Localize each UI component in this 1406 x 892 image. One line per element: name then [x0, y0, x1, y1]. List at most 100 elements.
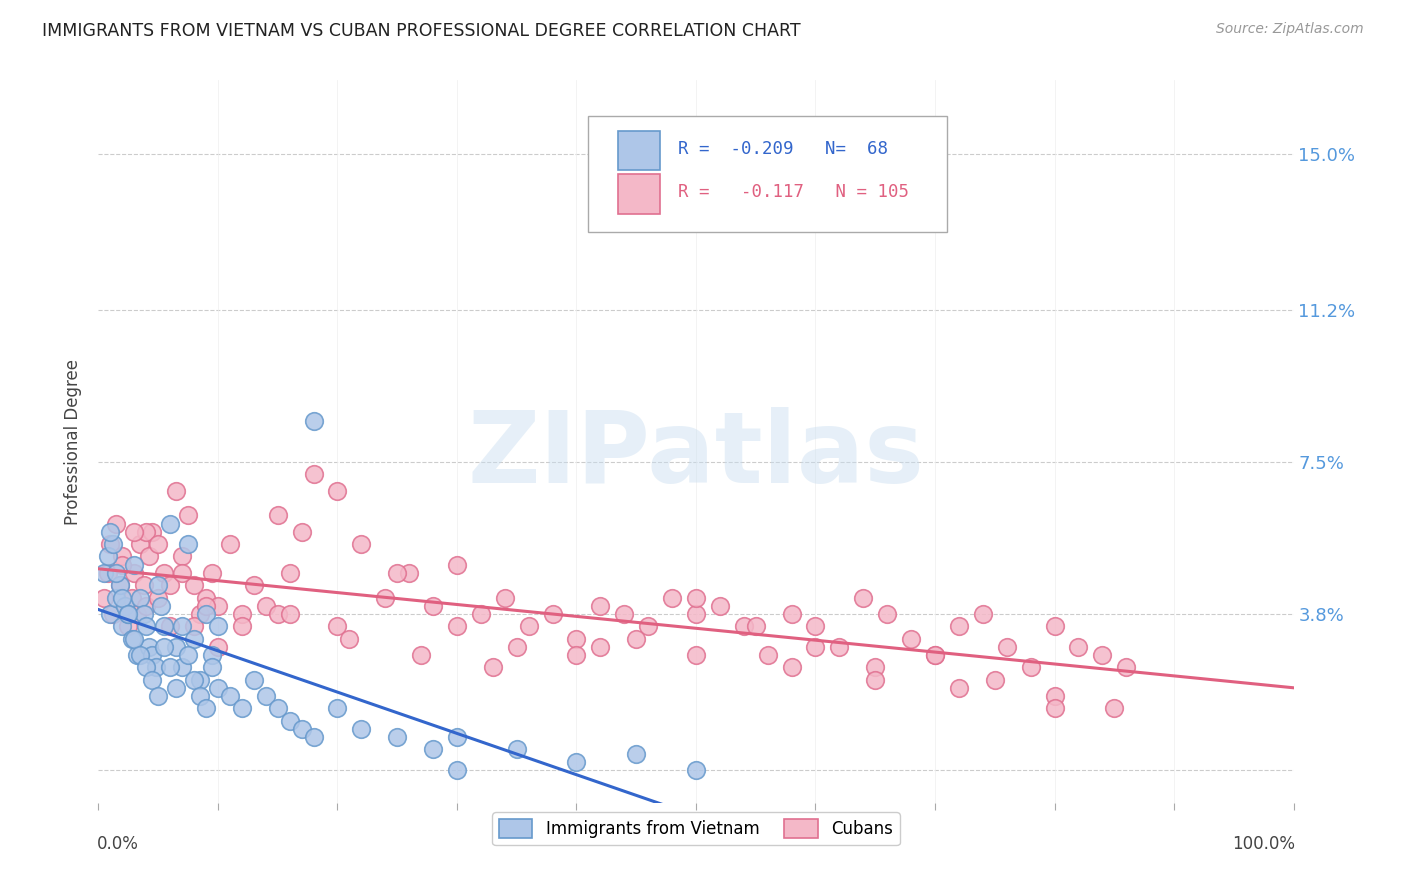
Point [745, 619, 768, 633]
Y-axis label: Professional Degree: Professional Degree [65, 359, 83, 524]
Point [1019, 660, 1042, 674]
Point [121, 591, 143, 605]
Point [350, 537, 373, 551]
Point [254, 599, 277, 613]
Point [626, 632, 648, 646]
Point [302, 730, 325, 744]
Point [138, 549, 160, 564]
Point [117, 619, 139, 633]
Point [517, 619, 540, 633]
Point [231, 701, 253, 715]
Point [111, 591, 134, 605]
Point [141, 524, 163, 539]
Point [97, 566, 120, 580]
Point [129, 591, 152, 605]
Point [948, 619, 970, 633]
Point [984, 673, 1007, 687]
Point [243, 578, 266, 592]
Point [117, 607, 139, 621]
Point [125, 607, 148, 621]
Point [183, 578, 205, 592]
Point [685, 607, 707, 621]
Point [972, 607, 994, 621]
Point [278, 714, 301, 728]
Point [219, 689, 242, 703]
Point [111, 558, 134, 572]
Point [804, 640, 827, 654]
Point [98, 524, 122, 539]
Point [589, 640, 612, 654]
Point [121, 632, 143, 646]
Point [446, 730, 468, 744]
Point [111, 619, 134, 633]
Point [195, 607, 218, 621]
Point [153, 566, 176, 580]
Point [780, 660, 803, 674]
Point [565, 648, 588, 662]
Point [207, 640, 229, 654]
Point [114, 599, 136, 613]
Point [148, 591, 170, 605]
Text: Source: ZipAtlas.com: Source: ZipAtlas.com [1216, 22, 1364, 37]
Point [291, 722, 314, 736]
Point [267, 607, 290, 621]
Point [172, 566, 194, 580]
Point [350, 722, 373, 736]
Point [1104, 701, 1126, 715]
Bar [619, 131, 661, 170]
Point [177, 508, 200, 523]
Point [1043, 689, 1066, 703]
Point [124, 524, 146, 539]
Point [1043, 701, 1066, 715]
Point [446, 763, 468, 777]
FancyBboxPatch shape [589, 116, 948, 232]
Point [1067, 640, 1090, 654]
Point [188, 607, 211, 621]
Text: R =   -0.117   N = 105: R = -0.117 N = 105 [678, 183, 910, 202]
Text: ZIPatlas: ZIPatlas [468, 408, 924, 505]
Point [385, 730, 409, 744]
Point [948, 681, 970, 695]
Point [101, 537, 124, 551]
Point [876, 607, 898, 621]
Point [183, 632, 205, 646]
Point [613, 607, 636, 621]
Point [132, 578, 155, 592]
Point [852, 591, 875, 605]
Point [124, 566, 146, 580]
Point [385, 566, 409, 580]
Point [105, 591, 128, 605]
Point [149, 599, 172, 613]
Point [865, 673, 887, 687]
Point [172, 619, 194, 633]
Point [231, 619, 253, 633]
Point [446, 558, 468, 572]
Point [105, 516, 128, 531]
Point [422, 742, 444, 756]
Point [159, 578, 181, 592]
Point [93, 566, 115, 580]
Text: 0.0%: 0.0% [97, 835, 139, 854]
Point [1115, 660, 1137, 674]
Point [145, 660, 167, 674]
Point [201, 566, 224, 580]
Text: R =  -0.209   N=  68: R = -0.209 N= 68 [678, 140, 889, 158]
Point [159, 516, 181, 531]
Point [165, 681, 187, 695]
Point [183, 673, 205, 687]
Point [481, 660, 505, 674]
Point [1091, 648, 1114, 662]
Point [422, 599, 444, 613]
Point [93, 591, 115, 605]
Point [165, 483, 187, 498]
Point [446, 619, 468, 633]
Bar [619, 174, 661, 214]
Point [195, 599, 218, 613]
Point [207, 681, 229, 695]
Point [135, 599, 157, 613]
Point [470, 607, 492, 621]
Point [637, 619, 659, 633]
Point [125, 648, 148, 662]
Point [865, 660, 887, 674]
Point [685, 591, 707, 605]
